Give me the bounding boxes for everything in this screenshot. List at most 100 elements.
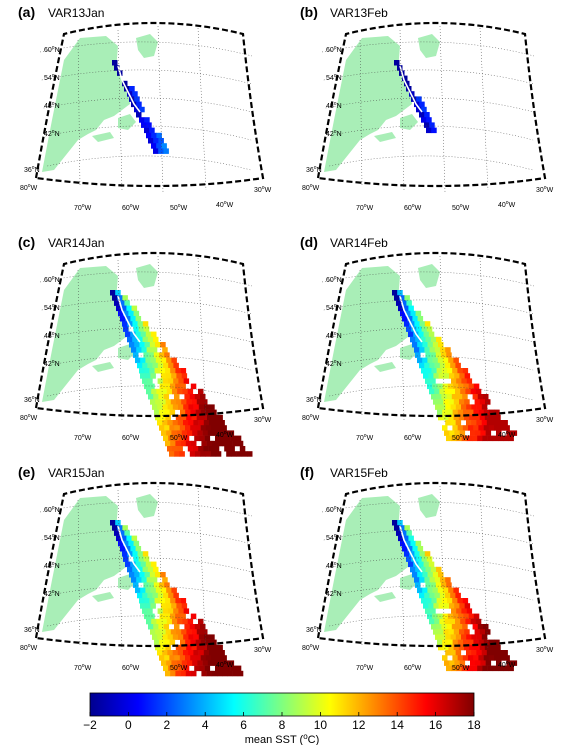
panel-title: VAR13Jan <box>48 6 104 20</box>
panel-title: VAR14Jan <box>48 236 104 250</box>
lat-label: 54oN <box>44 303 60 312</box>
ice-edge-contour <box>399 525 423 573</box>
lon-label: 70oW <box>74 433 92 442</box>
lon-label: 60oW <box>122 433 140 442</box>
colorbar-tick-label: 2 <box>163 718 170 732</box>
lat-label: 54oN <box>326 73 342 82</box>
lon-label: 40oW <box>498 200 516 209</box>
lon-label: 80oW <box>302 183 320 192</box>
lon-label: 40oW <box>498 660 516 669</box>
colorbar-tick-label: 16 <box>429 718 443 732</box>
land-nova-scotia <box>92 132 114 142</box>
sst-field <box>110 290 253 457</box>
ice-edge-contour <box>117 525 141 573</box>
graticule <box>321 25 535 193</box>
land-greenland <box>136 264 158 288</box>
panel-title: VAR14Feb <box>330 236 388 250</box>
colorbar-tick-label: 12 <box>352 718 366 732</box>
land-newfoundland <box>400 344 418 360</box>
map-panels: (a) VAR13Jan 60oN 54oN 48oN 42oN 36oN 80oW 70oW 6… <box>18 4 554 677</box>
lon-label: 80oW <box>302 413 320 422</box>
lat-label: 42oN <box>326 589 342 598</box>
colorbar-tick-label: 14 <box>391 718 405 732</box>
lat-label: 60oN <box>44 505 60 514</box>
panel-letter: (f) <box>300 464 314 480</box>
land-greenland <box>136 494 158 518</box>
lat-label: 60oN <box>326 275 342 284</box>
sst-field <box>392 290 518 442</box>
land-mainland <box>324 36 412 172</box>
land-nova-scotia <box>374 362 396 372</box>
colorbar: −2 0 2 4 6 8 10 12 14 16 18 mean SST (oC) <box>83 692 481 745</box>
land-nova-scotia <box>374 132 396 142</box>
land-mainland <box>42 496 130 632</box>
lon-label: 70oW <box>74 203 92 212</box>
panel-title: VAR15Feb <box>330 466 388 480</box>
lon-label: 30oW <box>254 645 272 654</box>
panel-title: VAR15Jan <box>48 466 104 480</box>
lon-label: 50oW <box>452 663 470 672</box>
map-frame <box>316 481 547 648</box>
land-newfoundland <box>118 114 136 130</box>
lat-label: 36oN <box>24 165 40 174</box>
lon-label: 50oW <box>170 663 188 672</box>
colorbar-tick-label: 8 <box>279 718 286 732</box>
lon-label: 60oW <box>122 203 140 212</box>
map-panel: (e) VAR15Jan 60oN 54oN 48oN 42oN 36oN 80oW 70oW 6… <box>18 464 272 677</box>
colorbar-tick-label: −2 <box>83 718 97 732</box>
lat-label: 54oN <box>326 303 342 312</box>
map-panel: (a) VAR13Jan 60oN 54oN 48oN 42oN 36oN 80oW 70oW 6… <box>18 4 272 212</box>
land-mainland <box>42 36 130 172</box>
land-nova-scotia <box>374 592 396 602</box>
lat-label: 42oN <box>326 359 342 368</box>
land-nova-scotia <box>92 362 114 372</box>
lon-label: 30oW <box>254 185 272 194</box>
colorbar-tick-label: 0 <box>125 718 132 732</box>
lon-label: 30oW <box>254 415 272 424</box>
lon-label: 80oW <box>302 643 320 652</box>
ice-edge-contour <box>117 65 141 113</box>
land-greenland <box>136 34 158 58</box>
map-panel: (f) VAR15Feb 60oN 54oN 48oN 42oN 36oN 80oW 70oW 6… <box>300 464 554 672</box>
panel-letter: (d) <box>300 234 318 250</box>
land-nova-scotia <box>92 592 114 602</box>
land-greenland <box>418 34 440 58</box>
map-frame <box>34 21 265 188</box>
lon-label: 30oW <box>536 415 554 424</box>
graticule <box>39 25 253 193</box>
lon-label: 50oW <box>452 203 470 212</box>
lat-label: 48oN <box>326 561 342 570</box>
lon-label: 70oW <box>74 663 92 672</box>
lon-label: 60oW <box>122 663 140 672</box>
ice-edge-contour <box>399 65 423 113</box>
lat-label: 36oN <box>306 395 322 404</box>
panel-letter: (a) <box>18 4 35 20</box>
panel-letter: (e) <box>18 464 35 480</box>
lat-label: 48oN <box>44 331 60 340</box>
lat-label: 36oN <box>24 625 40 634</box>
graticule <box>321 255 535 423</box>
land-greenland <box>418 264 440 288</box>
map-frame <box>34 481 265 648</box>
map-frame <box>316 21 547 188</box>
lat-label: 42oN <box>326 129 342 138</box>
lat-label: 60oN <box>326 45 342 54</box>
lat-label: 36oN <box>306 165 322 174</box>
lat-label: 36oN <box>24 395 40 404</box>
lat-label: 54oN <box>326 533 342 542</box>
land-mainland <box>324 266 412 402</box>
map-panel: (c) VAR14Jan 60oN 54oN 48oN 42oN 36oN 80oW 70oW 6… <box>18 234 272 457</box>
lat-label: 36oN <box>306 625 322 634</box>
lat-label: 60oN <box>44 275 60 284</box>
sst-field <box>110 520 244 677</box>
colorbar-label: mean SST (oC) <box>245 732 320 745</box>
lat-label: 48oN <box>326 101 342 110</box>
lon-label: 60oW <box>404 433 422 442</box>
lon-label: 60oW <box>404 663 422 672</box>
graticule <box>39 485 253 653</box>
lat-label: 54oN <box>44 73 60 82</box>
ice-edge-contour <box>117 295 141 343</box>
lat-label: 42oN <box>44 359 60 368</box>
lon-label: 30oW <box>536 185 554 194</box>
